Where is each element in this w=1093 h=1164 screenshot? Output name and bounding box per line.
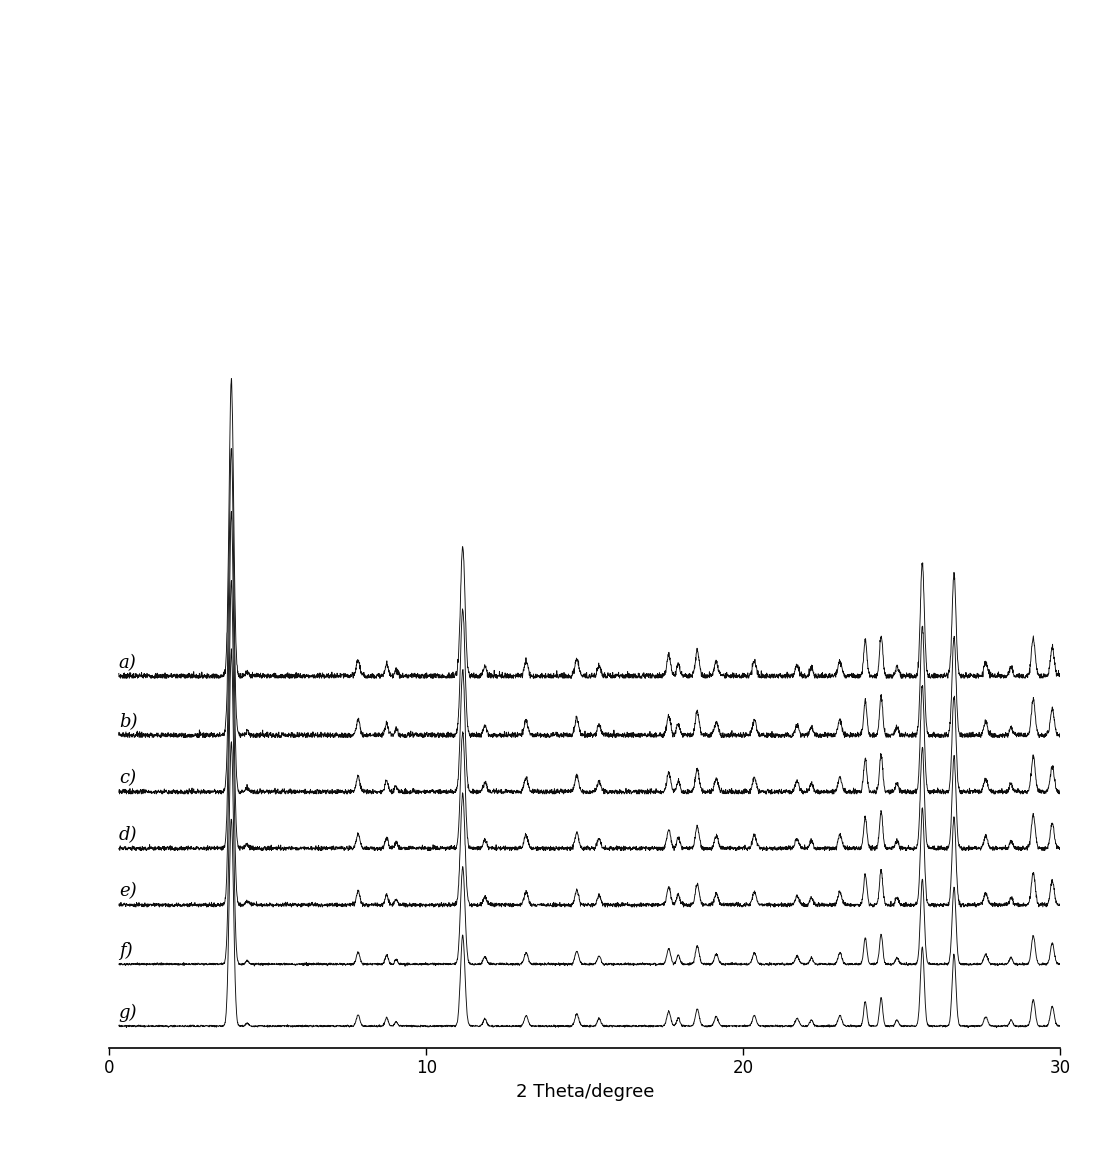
Text: f): f) — [119, 942, 132, 960]
Text: a): a) — [119, 654, 137, 672]
Text: b): b) — [119, 712, 138, 731]
X-axis label: 2 Theta/degree: 2 Theta/degree — [516, 1083, 654, 1101]
Text: d): d) — [119, 826, 138, 844]
Text: c): c) — [119, 769, 136, 788]
Text: g): g) — [119, 1003, 138, 1022]
Text: e): e) — [119, 882, 137, 901]
